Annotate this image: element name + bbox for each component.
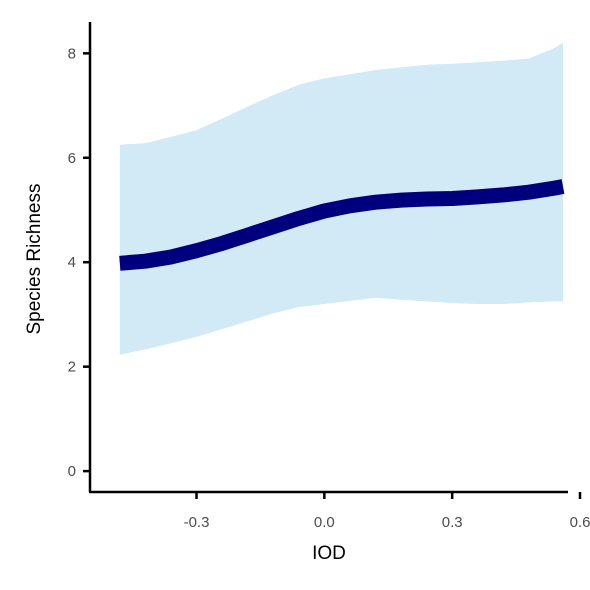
axes: 0 2 4 6 8 -0.3 0.0 0.3 0.6 (68, 22, 590, 531)
y-tick-label: 4 (68, 254, 76, 271)
y-tick-label: 0 (68, 463, 76, 480)
x-tick-label: 0.3 (442, 514, 463, 531)
x-axis-title: IOD (312, 543, 346, 564)
y-tick-label: 8 (68, 45, 76, 62)
fitted-line (119, 179, 565, 271)
y-tick-label: 6 (68, 150, 76, 167)
y-axis-title: Species Richness (24, 183, 45, 334)
x-tick-label: -0.3 (184, 514, 210, 531)
confidence-band (119, 42, 564, 355)
x-tick-label: 0.6 (570, 514, 590, 531)
x-tick-label: 0.0 (314, 514, 335, 531)
y-tick-label: 2 (68, 359, 76, 376)
plot-area (119, 42, 565, 355)
